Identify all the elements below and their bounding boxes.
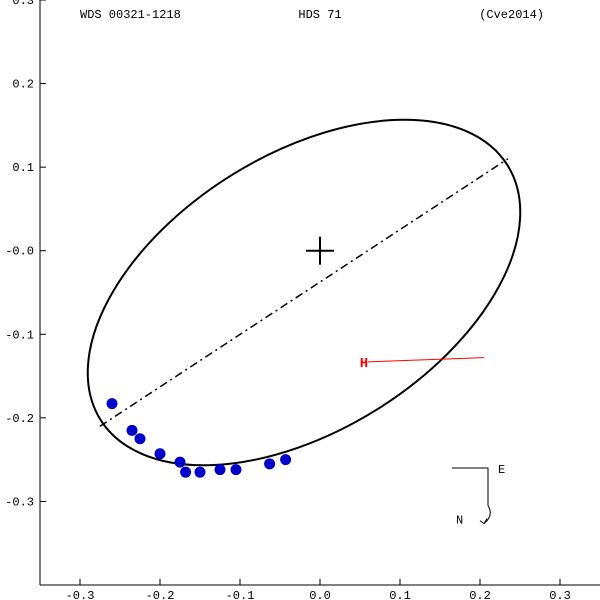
compass-n-label: N: [456, 514, 463, 528]
observation-point: [107, 398, 118, 409]
plot-background: [0, 0, 600, 600]
x-tick-label: 0.2: [469, 589, 491, 600]
observation-point: [215, 464, 226, 475]
y-tick-label: -0.3: [5, 495, 34, 509]
observation-point: [127, 425, 138, 436]
x-tick-label: 0.0: [309, 589, 331, 600]
x-tick-label: 0.3: [549, 589, 571, 600]
x-tick-label: -0.1: [226, 589, 255, 600]
observation-point: [264, 458, 275, 469]
compass-e-label: E: [498, 463, 505, 477]
y-tick-label: 0.1: [12, 161, 34, 175]
orbit-plot: -0.3 -0.2 -0.1 -0.0 0.1 0.2 0.3 -0.3 -0.2 -0.1 0.0…: [0, 0, 600, 600]
x-tick-label: -0.2: [146, 589, 175, 600]
y-tick-label: 0.3: [12, 0, 34, 8]
observation-point: [231, 464, 242, 475]
observation-point: [175, 457, 186, 468]
header-left: WDS 00321-1218: [80, 8, 181, 22]
x-tick-label: 0.1: [389, 589, 411, 600]
observation-point: [195, 467, 206, 478]
observation-point: [280, 454, 291, 465]
y-tick-label: -0.2: [5, 412, 34, 426]
header-center: HDS 71: [298, 8, 341, 22]
observation-point: [135, 433, 146, 444]
y-tick-label: 0.2: [12, 78, 34, 92]
y-tick-label: -0.0: [5, 245, 34, 259]
y-tick-label: -0.1: [5, 328, 34, 342]
x-tick-label: -0.3: [66, 589, 95, 600]
header-right: (Cve2014): [479, 8, 544, 22]
observation-point: [180, 467, 191, 478]
observation-point: [155, 448, 166, 459]
red-h-marker: H: [360, 356, 368, 372]
